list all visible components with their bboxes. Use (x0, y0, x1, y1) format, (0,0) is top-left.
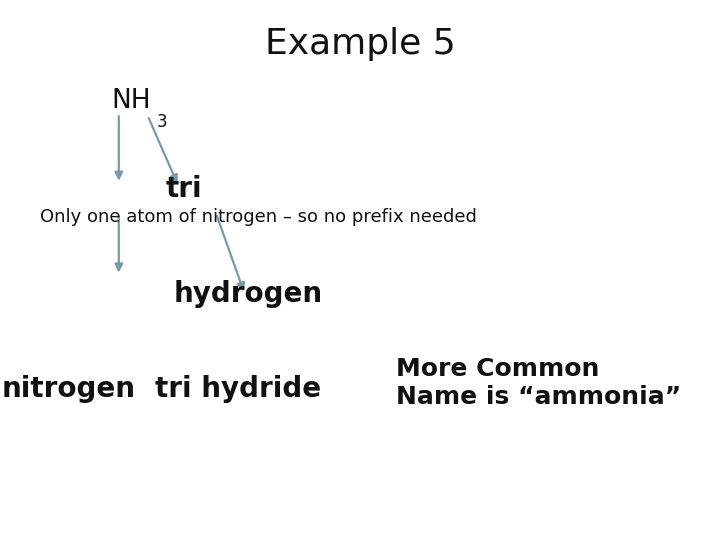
Text: hydrogen: hydrogen (174, 280, 323, 308)
Text: tri: tri (166, 175, 202, 203)
Text: Only one atom of nitrogen – so no prefix needed: Only one atom of nitrogen – so no prefix… (40, 208, 477, 226)
Text: nitrogen: nitrogen (1, 375, 135, 403)
Text: tri hydride: tri hydride (155, 375, 320, 403)
Text: Example 5: Example 5 (265, 27, 455, 61)
Text: More Common
Name is “ammonia”: More Common Name is “ammonia” (396, 357, 681, 409)
Text: NH: NH (112, 88, 151, 114)
Text: 3: 3 (157, 113, 168, 131)
